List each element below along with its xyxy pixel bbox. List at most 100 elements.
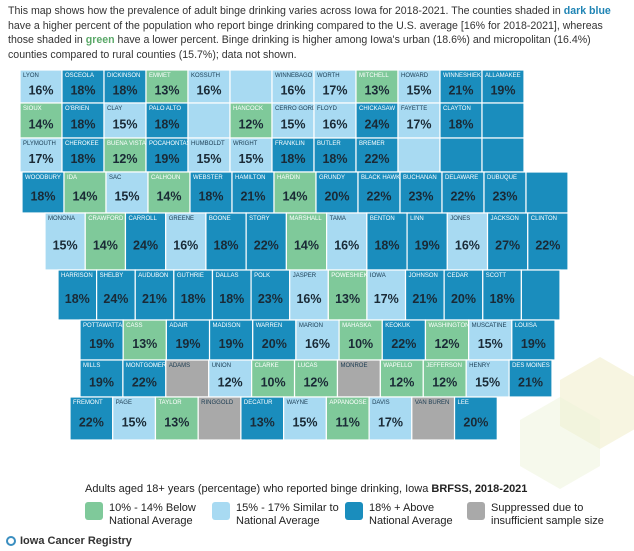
county-label: OSCEOLA — [65, 73, 94, 79]
county-label: HARDIN — [277, 175, 300, 181]
county-value: 15% — [478, 337, 503, 351]
county-value: 16% — [196, 84, 221, 98]
county-label: FLOYD — [317, 106, 338, 112]
county-mills — [79, 359, 124, 398]
county-value: 22% — [132, 376, 157, 390]
county-value: 21% — [518, 376, 543, 390]
county-label: TAMA — [330, 216, 346, 222]
county-label: PLYMOUTH — [23, 141, 56, 147]
county-value: 14% — [294, 239, 319, 253]
county-value: 18% — [490, 292, 515, 306]
county-label: WAPELLO — [383, 363, 412, 369]
county-value: 12% — [112, 152, 137, 166]
county-label: JOHNSON — [409, 273, 438, 279]
county-label: MONROE — [340, 363, 367, 369]
county-label: BUCHANAN — [403, 175, 437, 181]
county-label: GREENE — [169, 216, 194, 222]
county-value: 11% — [336, 416, 360, 430]
county-label: WOODBURY — [25, 175, 61, 181]
county-value: 18% — [30, 190, 55, 204]
county-cass — [122, 319, 167, 361]
county-label: CLARKE — [255, 363, 279, 369]
county-keokuk — [381, 319, 427, 361]
county-label: PAGE — [116, 400, 132, 406]
county-harrison — [57, 269, 98, 321]
county-value: 17% — [374, 292, 399, 306]
county-value: 16% — [334, 239, 359, 253]
county-value: 15% — [238, 152, 263, 166]
county-label: CRAWFORD — [88, 216, 124, 222]
county-label: MADISON — [213, 323, 241, 329]
county-scott — [520, 269, 561, 321]
county-value: 18% — [70, 84, 95, 98]
county-buchanan — [399, 171, 443, 214]
county-franklin — [271, 137, 315, 173]
county-value: 10% — [261, 376, 286, 390]
county-label: BUENA VISTA — [107, 141, 146, 147]
county-value: 17% — [28, 152, 53, 166]
county-label: DUBUQUE — [487, 175, 517, 181]
county-dickinson — [103, 69, 147, 104]
county-value: 12% — [435, 337, 460, 351]
county-value: 18% — [219, 292, 244, 306]
county-value: 22% — [366, 190, 391, 204]
county-montgomery — [122, 359, 167, 398]
county-label: HOWARD — [401, 73, 429, 79]
county-value: 18% — [70, 152, 95, 166]
county-plymouth — [19, 137, 63, 173]
county-adams — [165, 359, 210, 398]
county-warren — [252, 319, 297, 361]
legend-title: Adults aged 18+ years (percentage) who r… — [85, 483, 528, 495]
county-shelby — [96, 269, 136, 321]
county-louisa — [511, 319, 556, 361]
county-value: 18% — [214, 239, 239, 253]
county-lyon — [19, 69, 63, 104]
county-cherokee — [61, 137, 105, 173]
county-label: CASS — [126, 323, 142, 329]
county-label: SIOUX — [23, 106, 42, 112]
county-label: WORTH — [317, 73, 340, 79]
county-label: MAHASKA — [342, 323, 371, 329]
county-value: 19% — [89, 376, 114, 390]
county-value: 18% — [112, 84, 137, 98]
county-fayette — [397, 137, 441, 173]
county-label: MUSCATINE — [472, 323, 507, 329]
iowa-cancer-registry-logo: Iowa Cancer Registry — [6, 535, 132, 547]
county-label: DECATUR — [244, 400, 273, 406]
county-label: JACKSON — [491, 216, 519, 222]
county-value: 16% — [455, 239, 480, 253]
county-label: POWESHIEK — [331, 273, 367, 279]
county-label: IDA — [67, 175, 77, 181]
county-label: PALO ALTO — [149, 106, 181, 112]
county-value: 18% — [280, 152, 305, 166]
county-label: DELAWARE — [445, 175, 478, 181]
county-wayne — [283, 396, 327, 441]
county-value: 10% — [348, 337, 373, 351]
county-value: 18% — [181, 292, 206, 306]
county-label: CERRO GORDO — [275, 106, 321, 112]
county-value: 20% — [324, 190, 349, 204]
county-value: 15% — [292, 416, 317, 430]
county-value: 20% — [451, 292, 476, 306]
county-value: 19% — [154, 152, 179, 166]
county-cedar — [443, 269, 484, 321]
county-value: 16% — [173, 239, 198, 253]
county-value: 13% — [364, 84, 389, 98]
county-label: STORY — [249, 216, 269, 222]
county-value: 18% — [70, 118, 95, 132]
intro-text: This map shows how the prevalence of adu… — [8, 5, 611, 61]
county-value: 15% — [280, 118, 305, 132]
county-value: 22% — [364, 152, 389, 166]
county-label: GRUNDY — [319, 175, 345, 181]
county-value: 19% — [89, 337, 114, 351]
county-howard — [397, 69, 441, 104]
county-label: HUMBOLDT — [191, 141, 225, 147]
county-label: MONONA — [48, 216, 75, 222]
registry-logo-icon — [6, 536, 16, 546]
county-label: WINNEBAGO — [275, 73, 313, 79]
county-jasper — [289, 269, 329, 321]
county-chickasaw — [355, 102, 399, 139]
county-label: BLACK HAWK — [361, 175, 400, 181]
county-monona — [44, 212, 86, 271]
county-value: 18% — [154, 118, 179, 132]
